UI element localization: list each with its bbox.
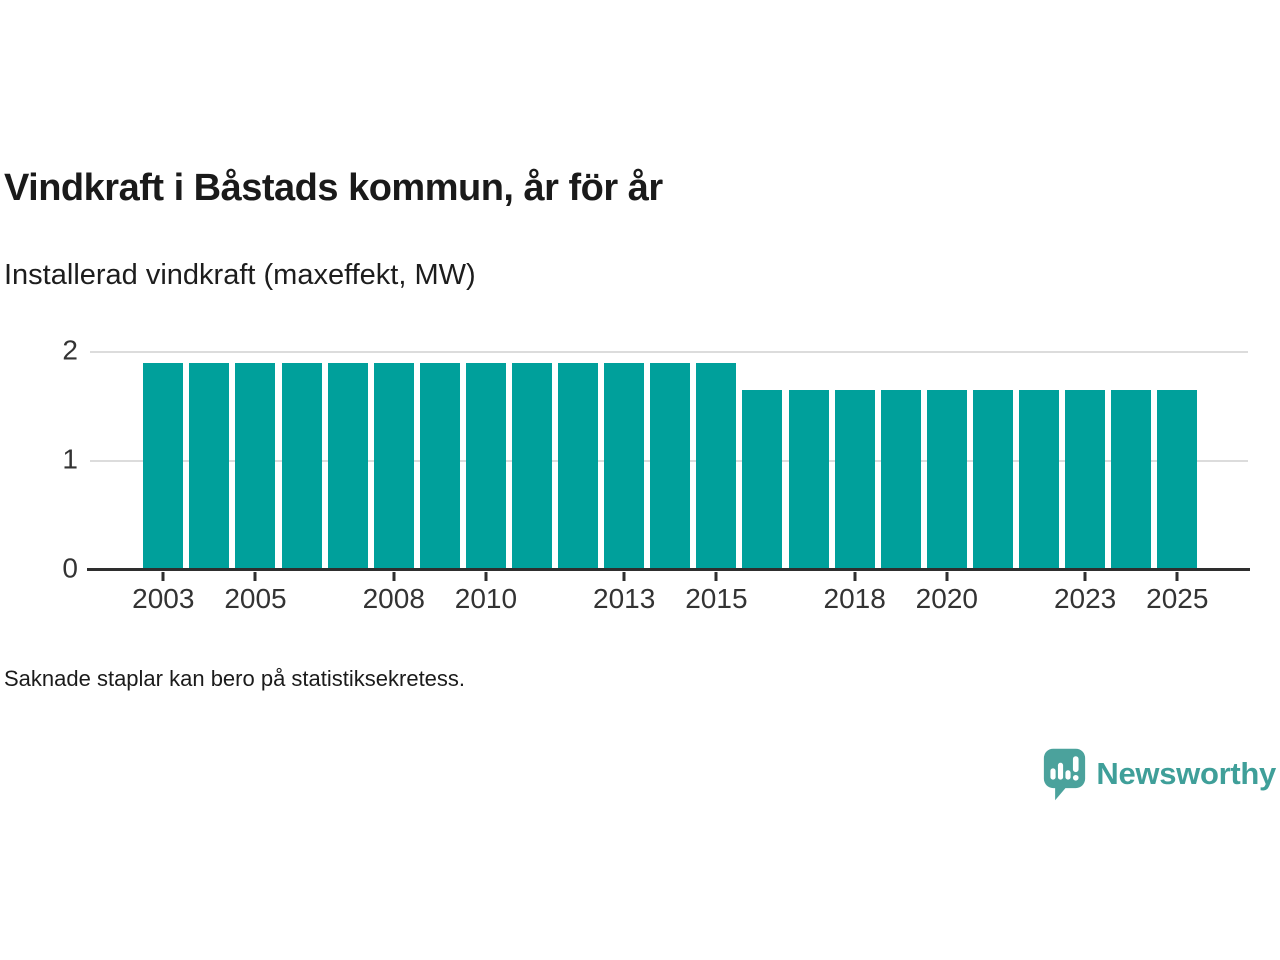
x-tick-label-2003: 2003 (132, 583, 195, 614)
bar-2004 (189, 362, 230, 570)
x-tick-2025 (1175, 572, 1179, 581)
x-tick-label-2020: 2020 (915, 583, 978, 614)
bar-2023 (1065, 390, 1106, 570)
x-tick-2008 (392, 572, 396, 581)
x-tick-2023 (1083, 572, 1087, 581)
bar-2003 (143, 362, 184, 570)
x-tick-2005 (253, 572, 257, 581)
bar-2008 (373, 362, 414, 570)
gridline-y-2 (90, 351, 1248, 353)
x-tick-2003 (161, 572, 165, 581)
y-tick-label-1: 1 (62, 443, 78, 475)
bar-2009 (419, 362, 460, 570)
bar-2014 (650, 362, 691, 570)
bar-2007 (327, 362, 368, 570)
x-tick-label-2018: 2018 (823, 583, 886, 614)
logo-bubble-shape (1044, 748, 1086, 801)
x-tick-label-2023: 2023 (1053, 583, 1117, 614)
x-tick-2013 (622, 572, 626, 581)
footnote: Saknade staplar kan bero på statistiksek… (4, 666, 466, 691)
bar-2011 (512, 362, 553, 570)
x-tick-label-2013: 2013 (593, 583, 656, 614)
x-tick-label-2005: 2005 (224, 583, 287, 614)
newsworthy-logo-icon (1044, 748, 1086, 801)
x-tick-2010 (484, 572, 488, 581)
bar-2024 (1111, 390, 1152, 570)
bar-2016 (742, 390, 783, 570)
plot-area: 0 1 2 2003 2005 2008 2010 2013 2015 2018 2020 2023… (62, 335, 1250, 614)
bar-2019 (880, 390, 921, 570)
x-tick-2015 (714, 572, 718, 581)
newsworthy-wordmark: Newsworthy (1096, 756, 1276, 791)
bar-2025 (1157, 390, 1198, 570)
bar-2006 (281, 362, 322, 570)
chart-title: Vindkraft i Båstads kommun, år för år (4, 167, 663, 209)
x-tick-label-2008: 2008 (362, 583, 425, 614)
x-tick-2018 (853, 572, 857, 581)
chart-subtitle: Installerad vindkraft (maxeffekt, MW) (4, 259, 476, 291)
x-axis-line (87, 568, 1250, 571)
bar-2020 (926, 390, 967, 570)
x-tick-2020 (945, 572, 949, 581)
bar-2018 (834, 390, 875, 570)
y-tick-label-0: 0 (62, 552, 78, 584)
bar-2021 (972, 390, 1013, 570)
bar-2005 (235, 362, 276, 570)
bar-2022 (1019, 390, 1059, 570)
bar-2013 (604, 362, 645, 570)
x-tick-label-2025: 2025 (1146, 583, 1209, 614)
x-tick-label-2015: 2015 (685, 583, 748, 614)
newsworthy-brand: Newsworthy (1042, 746, 1276, 802)
x-tick-label-2010: 2010 (454, 583, 518, 614)
bar-2015 (696, 362, 737, 570)
y-tick-label-2: 2 (62, 334, 78, 366)
bar-2012 (558, 362, 599, 570)
bar-2010 (465, 362, 506, 570)
bar-2017 (788, 390, 829, 570)
